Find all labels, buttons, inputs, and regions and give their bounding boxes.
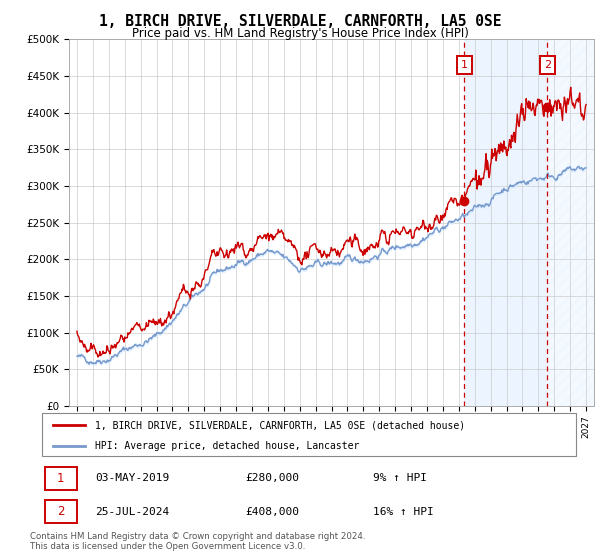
Text: Price paid vs. HM Land Registry's House Price Index (HPI): Price paid vs. HM Land Registry's House … [131, 27, 469, 40]
Text: 1: 1 [461, 60, 468, 70]
Text: 03-MAY-2019: 03-MAY-2019 [95, 473, 170, 483]
Text: 9% ↑ HPI: 9% ↑ HPI [373, 473, 427, 483]
Text: Contains HM Land Registry data © Crown copyright and database right 2024.
This d: Contains HM Land Registry data © Crown c… [30, 532, 365, 552]
FancyBboxPatch shape [44, 466, 77, 490]
Text: 1: 1 [57, 472, 64, 485]
Text: 16% ↑ HPI: 16% ↑ HPI [373, 507, 434, 517]
FancyBboxPatch shape [42, 413, 576, 456]
Text: 2: 2 [544, 60, 551, 70]
Text: 2: 2 [57, 505, 64, 519]
Bar [464, 39, 547, 406]
Text: 25-JUL-2024: 25-JUL-2024 [95, 507, 170, 517]
Text: £280,000: £280,000 [245, 473, 299, 483]
Text: £408,000: £408,000 [245, 507, 299, 517]
Bar [547, 39, 594, 406]
Text: 1, BIRCH DRIVE, SILVERDALE, CARNFORTH, LA5 0SE (detached house): 1, BIRCH DRIVE, SILVERDALE, CARNFORTH, L… [95, 421, 466, 430]
Text: HPI: Average price, detached house, Lancaster: HPI: Average price, detached house, Lanc… [95, 441, 360, 451]
Text: 1, BIRCH DRIVE, SILVERDALE, CARNFORTH, LA5 0SE: 1, BIRCH DRIVE, SILVERDALE, CARNFORTH, L… [99, 14, 501, 29]
FancyBboxPatch shape [44, 500, 77, 524]
